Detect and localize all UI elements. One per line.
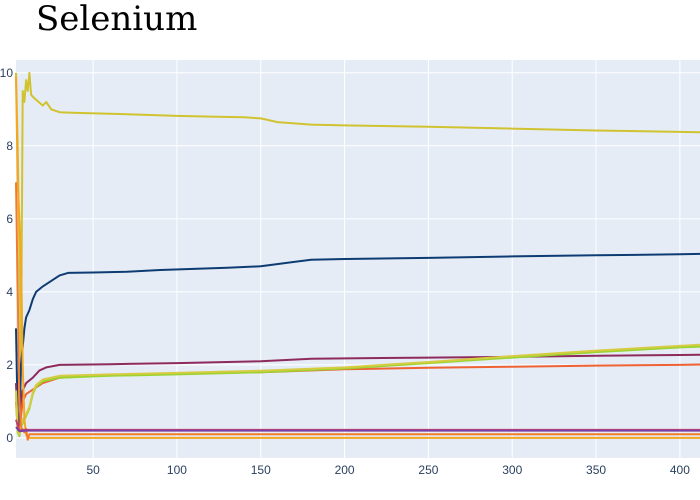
y-tick-label: 8 bbox=[6, 139, 13, 153]
series-line-2 bbox=[15, 252, 700, 434]
series-lines bbox=[15, 71, 700, 441]
x-tick-label: 400 bbox=[670, 463, 690, 477]
series-line-10 bbox=[15, 426, 700, 433]
series-line-1 bbox=[15, 71, 700, 366]
x-tick-label: 250 bbox=[418, 463, 438, 477]
x-tick-label: 200 bbox=[335, 463, 355, 477]
y-axis-ticks: 0 2 4 6 8 10 bbox=[0, 66, 13, 445]
x-tick-label: 150 bbox=[251, 463, 271, 477]
x-tick-label: 100 bbox=[167, 463, 187, 477]
x-tick-label: 350 bbox=[586, 463, 606, 477]
y-tick-label: 10 bbox=[0, 66, 13, 80]
chart-title: Selenium bbox=[36, 0, 198, 39]
y-tick-label: 4 bbox=[6, 285, 13, 299]
x-tick-label: 50 bbox=[86, 463, 100, 477]
y-tick-label: 2 bbox=[6, 358, 13, 372]
y-tick-label: 6 bbox=[6, 212, 13, 226]
y-tick-label: 0 bbox=[6, 431, 13, 445]
x-tick-label: 300 bbox=[502, 463, 522, 477]
x-axis-ticks: 50 100 150 200 250 300 350 400 bbox=[86, 463, 690, 477]
